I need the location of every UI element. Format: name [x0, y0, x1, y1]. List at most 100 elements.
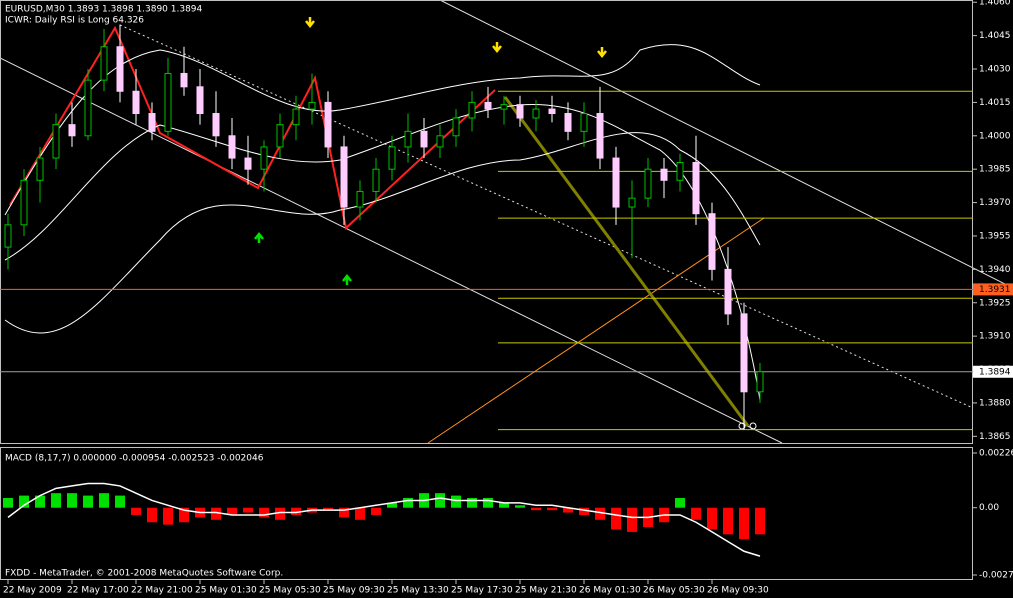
macd-bar [131, 507, 141, 515]
bollinger-lower [4, 132, 761, 334]
x-tick-label: 26 May 05:30 [643, 586, 705, 596]
macd-bar [547, 507, 557, 511]
macd-bar [387, 502, 397, 508]
y-tick-label: 1.3925 [979, 298, 1011, 308]
macd-bar [179, 507, 189, 523]
macd-bar [291, 507, 301, 515]
candle-body [516, 104, 524, 119]
macd-tick-label: 0.00226 [979, 449, 1013, 459]
macd-title: MACD (8,17,7) 0.000000 -0.000954 -0.0025… [5, 454, 264, 464]
candle-body [612, 157, 620, 208]
price-label: 1.3894 [979, 367, 1011, 377]
candle-body [724, 268, 732, 315]
x-tick-label: 22 May 21:00 [131, 586, 193, 596]
y-tick-label: 1.3880 [979, 398, 1011, 408]
candle-body [52, 124, 60, 159]
macd-bar [83, 495, 93, 508]
macd-bar [531, 507, 541, 511]
candle-body [452, 117, 460, 137]
macd-bar [99, 493, 109, 508]
macd-bar [51, 493, 61, 508]
trend-line [119, 24, 974, 409]
candle-body [116, 46, 124, 92]
marker [749, 422, 757, 430]
candle-body [36, 157, 44, 181]
macd-bar [595, 507, 605, 520]
candle-body [532, 108, 540, 119]
fib-base [503, 96, 750, 427]
x-tick-label: 25 May 13:30 [387, 586, 449, 596]
price-label: 1.3931 [979, 285, 1011, 295]
candle-body [468, 101, 476, 119]
macd-bar [275, 507, 285, 520]
x-tick-label: 26 May 01:30 [579, 586, 641, 596]
candle-body [628, 197, 636, 208]
macd-bar [675, 498, 685, 508]
candle-body [404, 130, 412, 148]
macd-bar [451, 495, 461, 508]
macd-bar [755, 507, 765, 535]
macd-bar [611, 507, 621, 530]
x-tick-label: 26 May 09:30 [707, 586, 769, 596]
candle-body [196, 86, 204, 115]
candle-body [564, 113, 572, 132]
y-tick-label: 1.3985 [979, 165, 1011, 175]
macd-tick-label: 0.00 [979, 503, 999, 513]
macd-bar [323, 507, 333, 511]
arrow [305, 17, 607, 59]
y-tick-label: 1.3940 [979, 265, 1011, 275]
macd-bar [435, 493, 445, 508]
candle-body [756, 371, 764, 393]
candle-body [548, 108, 556, 115]
zigzag [9, 25, 496, 230]
price-label-box [973, 283, 1013, 296]
y-tick-label: 1.4045 [979, 31, 1011, 41]
bollinger-mid [4, 103, 761, 401]
macd-bar [19, 495, 29, 508]
candle-body [20, 179, 28, 226]
macd-bar [163, 507, 173, 525]
marker [738, 422, 746, 430]
candle-body [340, 146, 348, 208]
x-tick-label: 25 May 05:30 [259, 586, 321, 596]
candle-body [596, 113, 604, 159]
candle-body [484, 101, 492, 110]
macd-bar [723, 507, 733, 535]
x-tick-label: 25 May 09:30 [323, 586, 385, 596]
macd-bar [339, 507, 349, 518]
candle-body [84, 79, 92, 137]
candle-body [100, 46, 108, 81]
macd-tick-label: -0.00278 [979, 571, 1013, 581]
candle-body [708, 213, 716, 270]
candle-body [644, 168, 652, 199]
arrow [254, 231, 352, 285]
candle-body [356, 190, 364, 208]
macd-line [7, 482, 761, 557]
x-tick-label: 25 May 01:30 [195, 586, 257, 596]
chart-subtitle: ICWR: Daily RSI is Long 64.326 [5, 16, 144, 26]
macd-bar [403, 498, 413, 508]
y-tick-label: 1.4000 [979, 131, 1011, 141]
candle-body [308, 101, 316, 110]
macd-bar [707, 507, 717, 530]
macd-bar [227, 507, 237, 515]
candle-body [660, 168, 668, 181]
candle-body [676, 162, 684, 181]
y-tick-label: 1.4030 [979, 65, 1011, 75]
macd-bar [691, 507, 701, 520]
x-tick-label: 22 May 17:00 [67, 586, 129, 596]
x-tick-label: 25 May 21:30 [515, 586, 577, 596]
y-tick-label: 1.3865 [979, 432, 1011, 442]
candle-body [692, 162, 700, 215]
macd-bar [499, 502, 509, 508]
candle-body [436, 135, 444, 148]
candle-body [132, 90, 140, 115]
candle-body [148, 113, 156, 132]
macd-bar [147, 507, 157, 523]
trend-line [439, 0, 1013, 289]
macd-bar [563, 507, 573, 513]
macd-bar [515, 505, 525, 508]
macd-bar [115, 495, 125, 508]
macd-bar [35, 495, 45, 508]
